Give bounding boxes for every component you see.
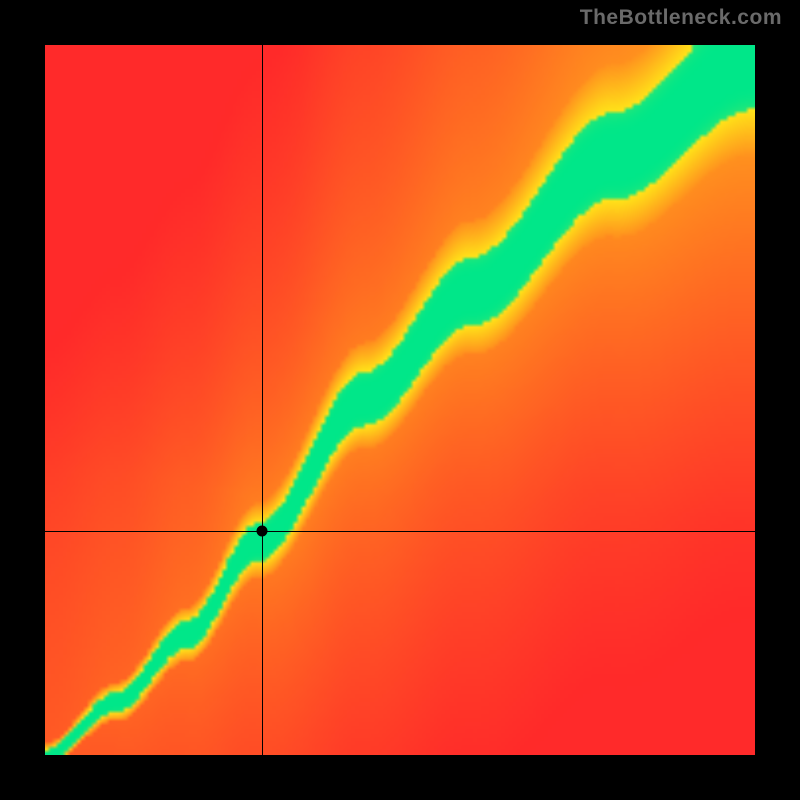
crosshair-marker: [256, 526, 267, 537]
crosshair-vertical: [262, 45, 263, 755]
watermark-text: TheBottleneck.com: [580, 6, 782, 30]
heatmap-canvas: [45, 45, 755, 755]
crosshair-horizontal: [45, 531, 755, 532]
heatmap-plot: [45, 45, 755, 755]
